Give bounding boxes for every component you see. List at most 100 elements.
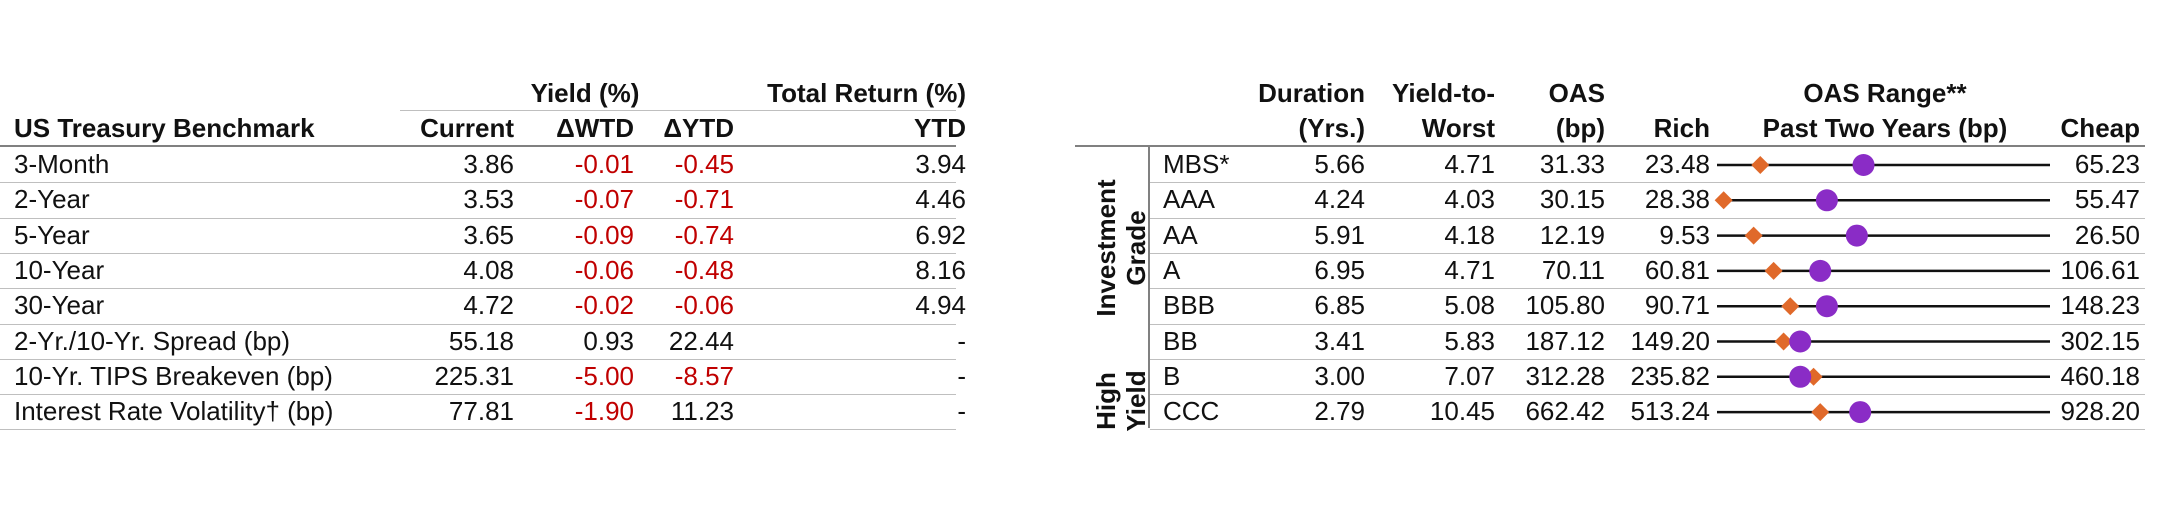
col-oas-header-2: (bp) [1555,113,1605,143]
col-ytw-header-1: Yield-to- [1391,78,1495,108]
credit-cell-rich: 9.53 [1659,219,1710,250]
treasury-cell-ytd: -0.71 [674,184,734,215]
treasury-cell-label: 3-Month [14,149,110,179]
credit-row-rule [1150,217,2145,219]
credit-cell-rich: 513.24 [1630,396,1710,427]
col-cheap-header: Cheap [2060,113,2140,143]
credit-cell-cheap: 928.20 [2060,396,2140,427]
treasury-cell-current: 3.65 [463,219,514,250]
oas-marker-diamond [1744,226,1763,245]
credit-cell-duration: 3.41 [1314,325,1365,356]
credit-cell-rich: 23.48 [1644,149,1710,179]
credit-cell-ytw: 10.45 [1429,396,1495,427]
credit-row-rule [1150,252,2145,254]
oas-marker-diamond [1781,297,1800,316]
treasury-cell-wtd: -0.07 [574,184,634,215]
credit-cell-duration: 5.66 [1314,149,1365,179]
oas-marker-dot [1849,401,1872,424]
credit-cell-label: B [1163,360,1181,391]
credit-cell-oas: 30.15 [1539,184,1605,215]
treasury-cell-current: 4.08 [463,254,514,285]
treasury-cell-wtd: -0.06 [574,254,634,285]
treasury-cell-wtd: -0.09 [574,219,634,250]
credit-cell-label: BBB [1163,290,1216,321]
credit-cell-cheap: 302.15 [2060,325,2140,356]
treasury-row-rule [0,288,956,290]
treasury-cell-tr: 6.92 [915,219,966,250]
credit-cell-oas: 662.42 [1525,396,1605,427]
treasury-cell-ytd: 11.23 [670,396,734,427]
credit-cell-ytw: 5.83 [1444,325,1495,356]
total-return-group-header: Total Return (%) [767,78,966,108]
header-rule [0,145,956,147]
credit-cell-rich: 149.20 [1630,325,1710,356]
credit-cell-duration: 5.91 [1314,219,1365,250]
credit-cell-cheap: 148.23 [2060,290,2140,321]
treasury-cell-ytd: 22.44 [668,325,734,356]
oas-marker-dot [1789,330,1812,353]
credit-cell-label: BB [1163,325,1198,356]
treasury-row-rule [0,182,956,184]
col-range-header-2: Past Two Years (bp) [1762,113,2008,143]
treasury-cell-label: 30-Year [14,290,105,321]
credit-cell-oas: 70.11 [1541,254,1605,285]
treasury-cell-label: Interest Rate Volatility† (bp) [14,396,334,427]
treasury-row-rule [0,358,956,360]
treasury-cell-label: 2-Year [14,184,90,215]
treasury-cell-wtd: 0.93 [583,325,634,356]
credit-cell-duration: 6.85 [1314,290,1365,321]
credit-cell-oas: 187.12 [1525,325,1605,356]
treasury-row-rule [0,323,956,325]
credit-cell-duration: 2.79 [1314,396,1365,427]
group-divider-vertical [1148,146,1150,428]
treasury-row-rule [0,429,956,431]
credit-row-rule [1150,288,2145,290]
credit-row-rule [1150,358,2145,360]
credit-cell-label: A [1163,254,1181,285]
col-wtd-header: ΔWTD [556,113,634,143]
oas-marker-dot [1789,365,1812,388]
treasury-cell-current: 3.53 [463,184,514,215]
yield-group-header: Yield (%) [530,78,640,108]
treasury-cell-label: 10-Year [14,254,105,285]
treasury-cell-current: 55.18 [448,325,514,356]
treasury-row-rule [0,217,956,219]
credit-row-rule [1150,323,2145,325]
credit-cell-ytw: 4.03 [1444,184,1495,215]
credit-cell-rich: 90.71 [1644,290,1710,321]
treasury-cell-label: 2-Yr./10-Yr. Spread (bp) [14,325,291,356]
treasury-cell-current: 225.31 [434,360,514,391]
credit-cell-oas: 312.28 [1525,360,1605,391]
treasury-cell-label: 10-Yr. TIPS Breakeven (bp) [14,360,333,391]
treasury-cell-wtd: -1.90 [574,396,634,427]
oas-marker-diamond [1714,191,1733,210]
col-benchmark-header: US Treasury Benchmark [14,113,315,143]
credit-cell-label: AA [1163,219,1198,250]
credit-cell-rich: 235.82 [1630,360,1710,391]
treasury-cell-ytd: -0.45 [674,149,734,179]
credit-cell-cheap: 106.61 [2060,254,2140,285]
credit-cell-duration: 3.00 [1314,360,1365,391]
oas-marker-diamond [1764,261,1783,280]
credit-cell-cheap: 65.23 [2074,149,2140,179]
credit-cell-oas: 105.80 [1525,290,1605,321]
credit-cell-label: CCC [1163,396,1220,427]
col-ytw-header-2: Worst [1421,113,1495,143]
credit-cell-ytw: 4.71 [1444,149,1495,179]
oas-marker-dot [1809,259,1832,282]
treasury-cell-tr: - [957,325,966,356]
treasury-cell-wtd: -0.02 [574,290,634,321]
treasury-cell-current: 77.81 [448,396,514,427]
oas-marker-dot [1815,295,1838,318]
credit-row-rule [1150,394,2145,396]
oas-marker-diamond [1811,403,1830,422]
credit-cell-cheap: 26.50 [2074,219,2140,250]
group-header-rule [400,110,956,111]
treasury-cell-tr: 4.46 [915,184,966,215]
credit-cell-label: AAA [1163,184,1216,215]
credit-header-rule [1075,145,2145,147]
oas-marker-dot [1852,154,1875,176]
credit-cell-label: MBS* [1163,149,1230,179]
credit-cell-duration: 4.24 [1314,184,1365,215]
